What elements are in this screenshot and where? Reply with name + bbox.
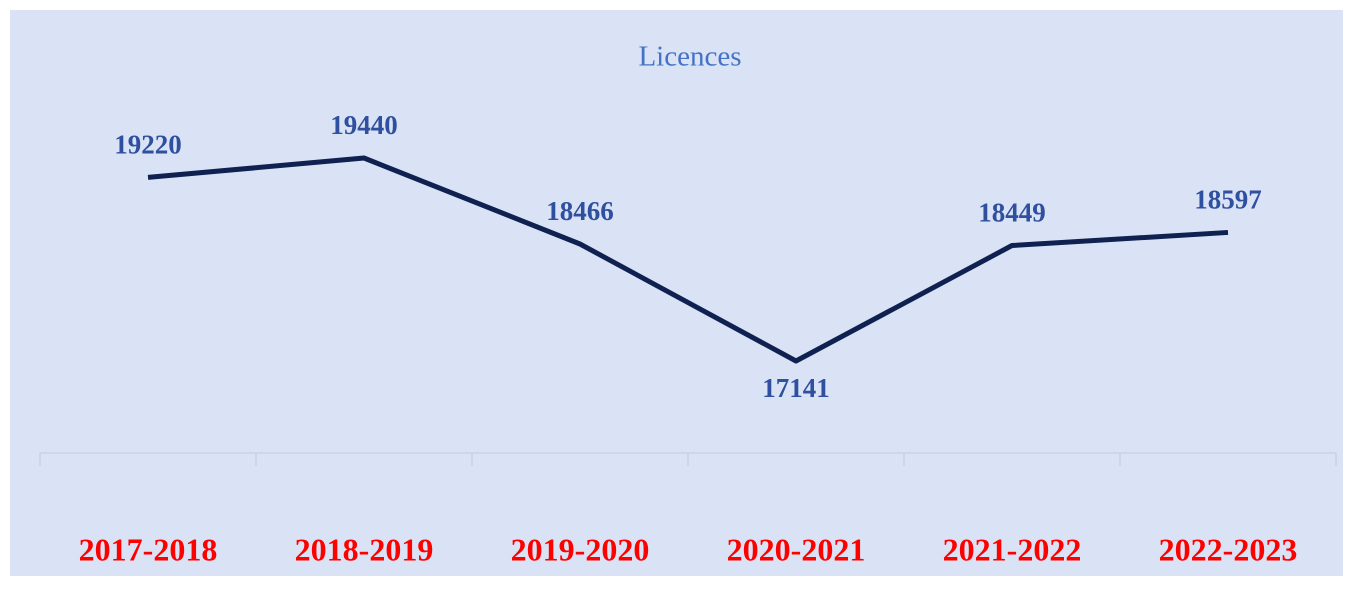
- x-tick-label: 2018-2019: [295, 531, 434, 567]
- x-tick-label: 2022-2023: [1159, 531, 1298, 567]
- chart-background: [10, 10, 1343, 576]
- line: [147, 155, 1229, 364]
- data-label: 17141: [762, 373, 830, 403]
- data-label: 19440: [330, 110, 398, 140]
- x-tick-label: 2019-2020: [511, 531, 650, 567]
- x-tick-label: 2021-2022: [943, 531, 1082, 567]
- x-tick-label: 2017-2018: [79, 531, 218, 567]
- data-label: 18466: [546, 196, 614, 226]
- data-label: 19220: [114, 130, 182, 160]
- chart-title: Licences: [638, 41, 741, 73]
- data-label: 18449: [978, 198, 1046, 228]
- data-label: 18597: [1194, 185, 1262, 215]
- x-tick-label: 2020-2021: [727, 531, 866, 567]
